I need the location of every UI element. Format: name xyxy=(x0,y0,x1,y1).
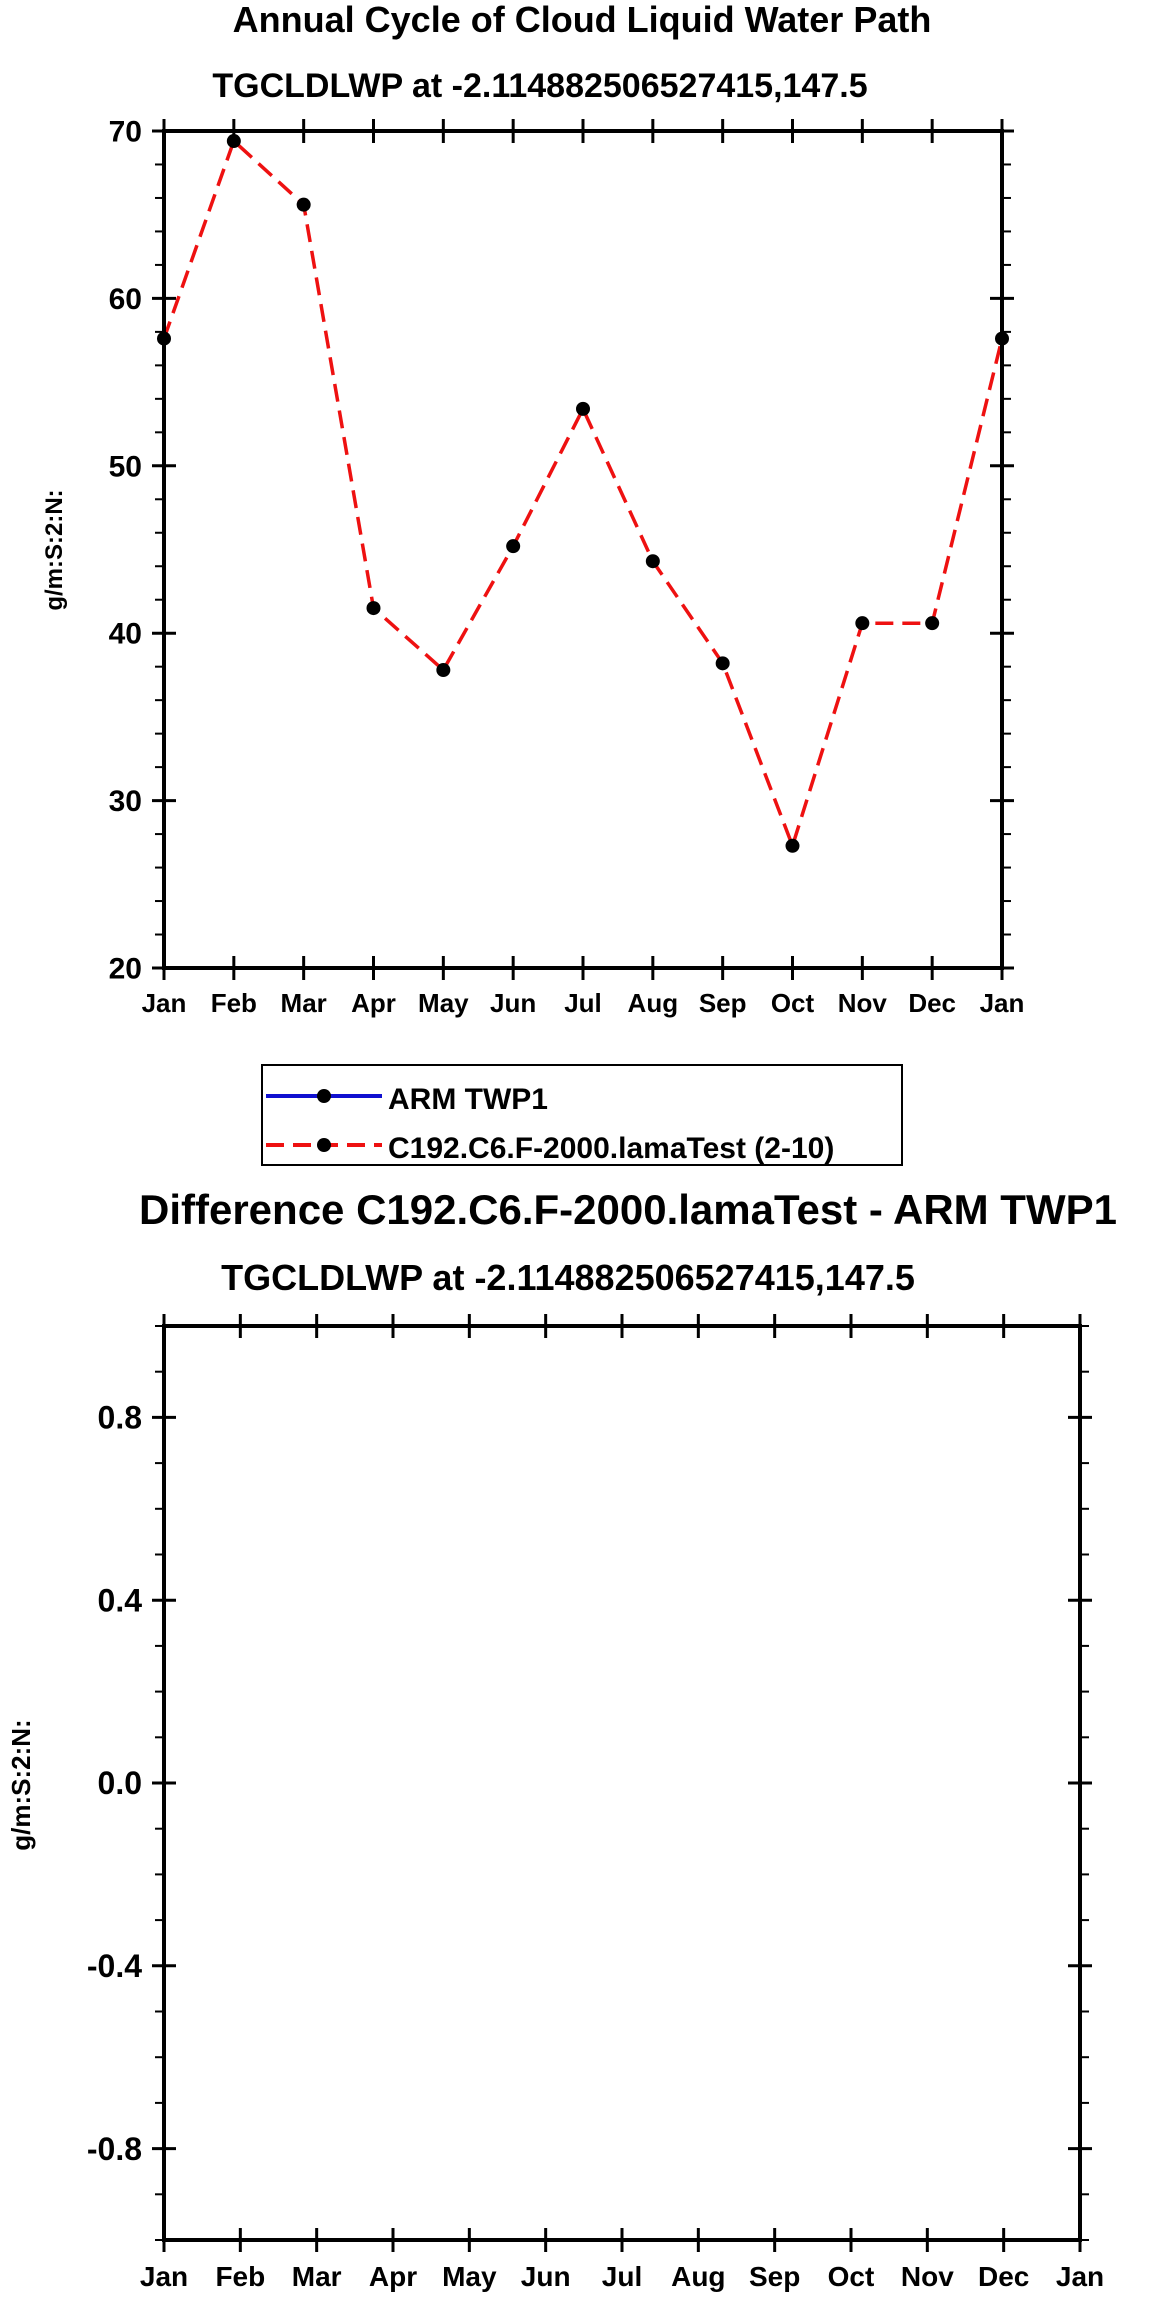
bottom-xtick-label: Jan xyxy=(1056,2261,1104,2292)
top-xtick-label: Dec xyxy=(908,988,956,1018)
bottom-xtick-label: Mar xyxy=(292,2261,342,2292)
bottom-panel: Difference C192.C6.F-2000.lamaTest - ARM… xyxy=(6,1186,1117,2292)
data-point xyxy=(226,134,241,149)
series-line-model xyxy=(162,137,1004,852)
bottom-xtick-label: Feb xyxy=(215,2261,265,2292)
legend-marker-model xyxy=(317,1138,331,1152)
top-axis-ticks xyxy=(152,119,1014,980)
legend-marker-arm xyxy=(317,1089,331,1103)
top-ytick-label: 40 xyxy=(109,618,142,651)
bottom-xtick-label: Aug xyxy=(671,2261,725,2292)
bottom-ytick-label: -0.8 xyxy=(87,2131,142,2167)
bottom-xtick-label: Nov xyxy=(901,2261,954,2292)
bottom-chart-subtitle: TGCLDLWP at -2.114882506527415,147.5 xyxy=(221,1257,915,1298)
data-point xyxy=(645,554,660,569)
top-chart-title: Annual Cycle of Cloud Liquid Water Path xyxy=(233,0,932,40)
top-xtick-label: Nov xyxy=(838,988,888,1018)
top-y-tick-labels: 20 30 40 50 60 70 xyxy=(109,116,142,986)
data-point xyxy=(715,656,730,671)
top-xtick-label: Oct xyxy=(771,988,815,1018)
bottom-x-tick-labels: Jan Feb Mar Apr May Jun Jul Aug Sep Oct Nov Dec Jan xyxy=(140,2261,1104,2292)
top-xtick-label: Aug xyxy=(628,988,679,1018)
data-point xyxy=(855,616,870,631)
bottom-xtick-label: Sep xyxy=(749,2261,800,2292)
bottom-xtick-label: Jun xyxy=(521,2261,571,2292)
top-xtick-label: Jan xyxy=(980,988,1025,1018)
legend: ARM TWP1 C192.C6.F-2000.lamaTest (2-10) xyxy=(261,1064,903,1166)
top-ytick-label: 50 xyxy=(109,450,142,483)
top-plot-frame xyxy=(162,129,1004,970)
top-y-axis-label: g/m:S:2:N: xyxy=(41,489,68,610)
bottom-ytick-label: -0.4 xyxy=(87,1948,142,1984)
top-xtick-label: Sep xyxy=(699,988,747,1018)
legend-label-arm: ARM TWP1 xyxy=(388,1083,548,1116)
top-xtick-label: Apr xyxy=(351,988,396,1018)
bottom-y-tick-labels: -0.8 -0.4 0.0 0.4 0.8 xyxy=(87,1400,142,2167)
legend-label-model: C192.C6.F-2000.lamaTest (2-10) xyxy=(388,1132,834,1165)
data-point xyxy=(785,838,800,853)
top-ytick-label: 60 xyxy=(109,283,142,316)
top-xtick-label: May xyxy=(418,988,469,1018)
top-ytick-label: 20 xyxy=(109,953,142,986)
top-panel: Annual Cycle of Cloud Liquid Water Path … xyxy=(41,0,1024,1018)
bottom-plot-frame xyxy=(162,1324,1082,2242)
bottom-ytick-label: 0.0 xyxy=(98,1765,142,1801)
bottom-chart-title: Difference C192.C6.F-2000.lamaTest - ARM… xyxy=(139,1186,1117,1233)
bottom-xtick-label: Apr xyxy=(369,2261,417,2292)
top-series-group xyxy=(157,134,1009,853)
top-chart-subtitle: TGCLDLWP at -2.114882506527415,147.5 xyxy=(212,67,867,105)
bottom-xtick-label: Jan xyxy=(140,2261,188,2292)
top-xtick-label: Feb xyxy=(211,988,257,1018)
bottom-axis-ticks xyxy=(152,1314,1092,2252)
bottom-xtick-label: Oct xyxy=(828,2261,875,2292)
bottom-xtick-label: Dec xyxy=(978,2261,1029,2292)
data-point xyxy=(366,601,381,616)
bottom-ytick-label: 0.8 xyxy=(98,1400,142,1436)
top-xtick-label: Jan xyxy=(142,988,187,1018)
top-ytick-label: 30 xyxy=(109,785,142,818)
top-x-tick-labels: Jan Feb Mar Apr May Jun Jul Aug Sep Oct Nov Dec Jan xyxy=(142,988,1025,1018)
data-point xyxy=(296,197,311,212)
top-xtick-label: Mar xyxy=(281,988,327,1018)
bottom-ytick-label: 0.4 xyxy=(98,1582,143,1618)
bottom-xtick-label: May xyxy=(442,2261,497,2292)
data-point xyxy=(925,616,940,631)
top-xtick-label: Jul xyxy=(564,988,602,1018)
bottom-xtick-label: Jul xyxy=(602,2261,642,2292)
bottom-y-axis-label: g/m:S:2:N: xyxy=(6,1719,36,1850)
top-xtick-label: Jun xyxy=(490,988,536,1018)
data-point xyxy=(436,663,451,678)
data-point xyxy=(576,401,590,416)
legend-box xyxy=(261,1064,903,1166)
data-point xyxy=(506,539,521,554)
top-ytick-label: 70 xyxy=(109,116,142,149)
